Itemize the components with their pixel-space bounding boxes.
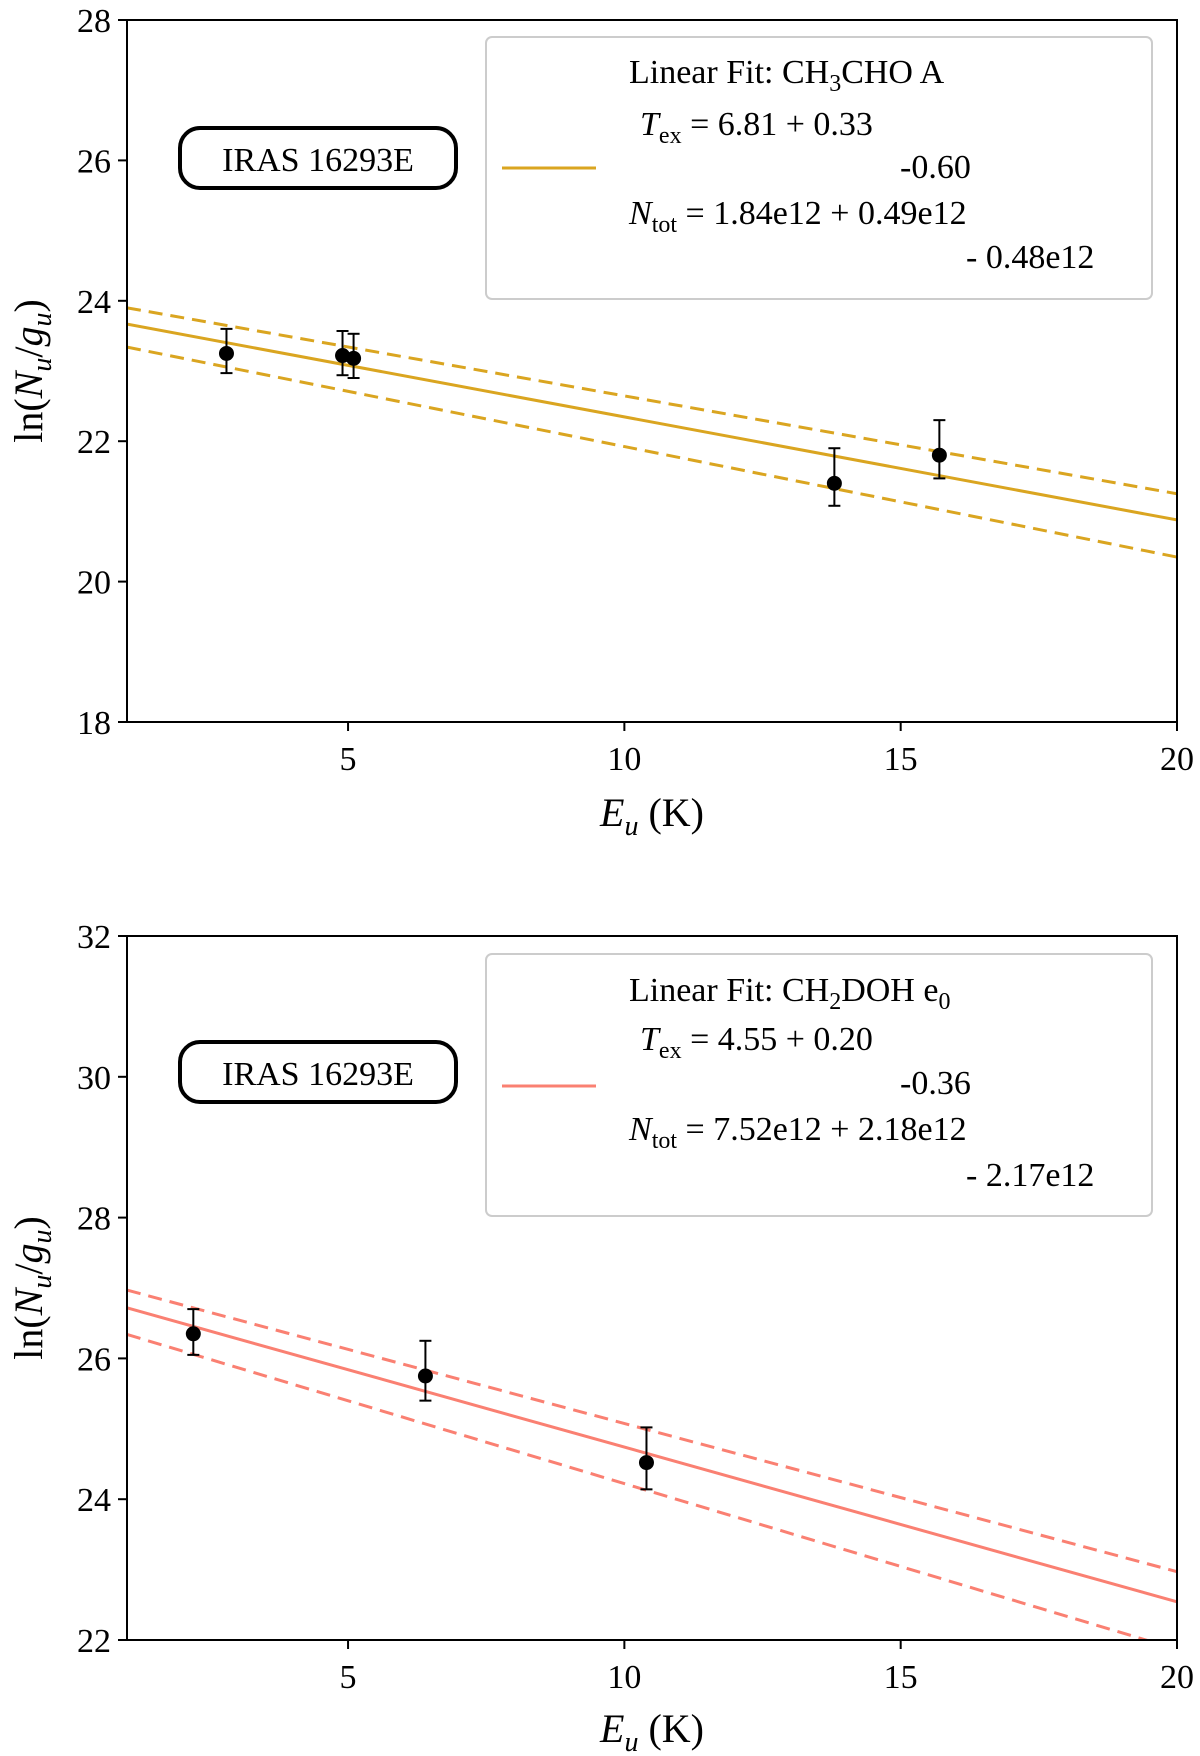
legend-ntot-minus: - 2.17e12	[966, 1157, 1094, 1194]
data-point	[335, 329, 351, 377]
legend-ntot: Ntot = 7.52e12 + 2.18e12	[628, 1111, 967, 1154]
data-marker	[185, 1326, 201, 1342]
y-tick-label: 24	[77, 1482, 111, 1519]
x-tick-label: 5	[340, 1659, 357, 1696]
fit-upper-bound-line	[127, 1288, 1177, 1574]
legend-frame	[485, 953, 1153, 1217]
y-tick-label: 22	[77, 1623, 111, 1660]
y-tick-label: 30	[77, 1060, 111, 1097]
y-tick-label: 28	[77, 3, 111, 40]
legend-tex-minus: -0.36	[900, 1065, 971, 1102]
source-label: IRAS 16293E	[222, 142, 414, 179]
y-tick-label: 32	[77, 919, 111, 956]
x-axis-ticks: 5 10 15 20	[340, 722, 1194, 778]
y-tick-label: 22	[77, 424, 111, 461]
y-axis-label: ln(Nu/gu)	[6, 1216, 58, 1360]
data-point	[218, 327, 234, 375]
source-label-box	[178, 126, 458, 190]
x-axis-label: Eu (K)	[599, 1706, 704, 1756]
y-tick-label: 28	[77, 1201, 111, 1238]
y-axis-label: ln(Nu/gu)	[6, 299, 58, 443]
x-tick-label: 20	[1160, 1659, 1194, 1696]
data-marker	[218, 345, 234, 361]
fit-lower-bound-line	[127, 1333, 1152, 1640]
y-axis-ticks: 18 20 22 24 26 28	[77, 3, 127, 742]
legend-ntot-minus: - 0.48e12	[966, 239, 1094, 276]
legend-ntot: Ntot = 1.84e12 + 0.49e12	[628, 195, 967, 238]
fit-lower-bound-line	[127, 345, 1177, 559]
data-marker	[417, 1368, 433, 1384]
legend-title: Linear Fit: CH2DOH e0	[629, 972, 950, 1015]
data-point	[931, 419, 947, 480]
legend-frame	[485, 36, 1153, 300]
linear-fit-line	[127, 1306, 1177, 1604]
x-axis-ticks: 5 10 15 20	[340, 1640, 1194, 1696]
y-tick-label: 26	[77, 1341, 111, 1378]
plot-frame	[126, 935, 1178, 1641]
data-marker	[826, 475, 842, 491]
data-point	[185, 1308, 201, 1356]
x-tick-label: 15	[884, 1659, 918, 1696]
legend-title: Linear Fit: CH3CHO A	[629, 54, 945, 97]
plot-frame	[126, 19, 1178, 723]
source-label-box	[178, 1040, 458, 1104]
data-point	[638, 1426, 654, 1491]
x-tick-label: 5	[340, 741, 357, 778]
y-axis-ticks: 22 24 26 28 30 32	[77, 919, 127, 1660]
y-tick-label: 20	[77, 565, 111, 602]
y-tick-label: 18	[77, 705, 111, 742]
legend: Linear Fit: CH3CHO A Tex = 6.81 + 0.33 -…	[485, 36, 1153, 300]
data-point	[417, 1339, 433, 1402]
linear-fit-line	[127, 322, 1177, 522]
data-marker	[638, 1455, 654, 1471]
data-point	[346, 332, 362, 380]
fit-upper-bound-line	[127, 306, 1177, 496]
chart-panel-bottom: 22 24 26 28 30 32 5 10 15 20 ln(Nu/gu) Eu (K) IR…	[6, 919, 1194, 1756]
data-marker	[346, 350, 362, 366]
legend-tex: Tex = 4.55 + 0.20	[640, 1021, 873, 1064]
x-tick-label: 10	[607, 1659, 641, 1696]
x-tick-label: 15	[884, 741, 918, 778]
x-tick-label: 10	[607, 741, 641, 778]
y-tick-label: 26	[77, 143, 111, 180]
legend-tex-minus: -0.60	[900, 149, 971, 186]
data-points	[218, 327, 947, 507]
data-marker	[931, 447, 947, 463]
data-points	[185, 1308, 654, 1491]
x-axis-label: Eu (K)	[599, 790, 704, 842]
y-tick-label: 24	[77, 284, 111, 321]
x-tick-label: 20	[1160, 741, 1194, 778]
legend: Linear Fit: CH2DOH e0 Tex = 4.55 + 0.20 …	[485, 953, 1153, 1217]
data-point	[826, 447, 842, 507]
chart-panel-top: 18 20 22 24 26 28 5 10 15 20 ln(Nu/gu) Eu (K) IR…	[6, 3, 1194, 842]
source-label: IRAS 16293E	[222, 1056, 414, 1093]
legend-tex: Tex = 6.81 + 0.33	[640, 106, 873, 149]
